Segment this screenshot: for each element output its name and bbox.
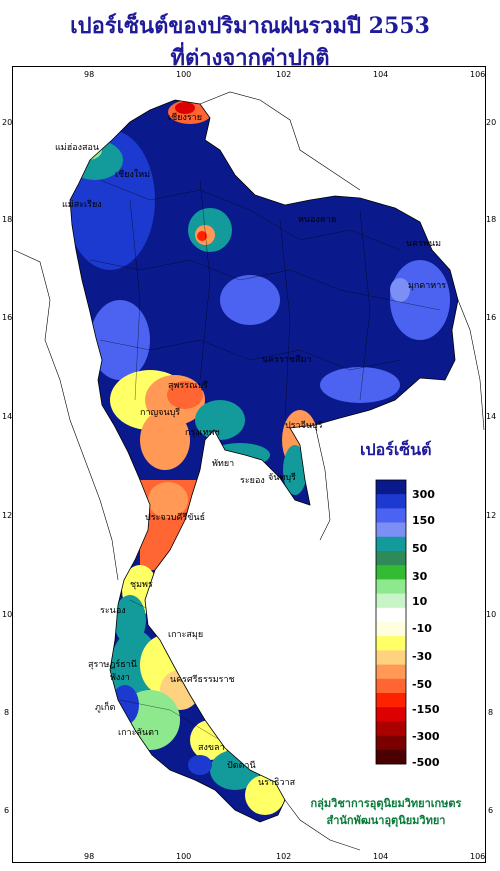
x-tick-bottom: 102 [276, 852, 292, 861]
x-tick-bottom: 106 [470, 852, 486, 861]
city-label: สุราษฎร์ธานี [88, 660, 137, 670]
y-tick-left: 6 [4, 806, 10, 815]
legend-swatch [376, 508, 406, 523]
legend-swatch [376, 664, 406, 680]
y-tick-left: 8 [4, 708, 10, 717]
city-label: ปราจีนบุรี [285, 421, 323, 431]
legend-swatch [376, 522, 406, 538]
city-label: ประจวบคีรีขันธ์ [145, 513, 206, 523]
y-tick-right: 12 [486, 511, 497, 520]
legend-swatch [376, 536, 406, 552]
y-tick-left: 12 [2, 511, 13, 520]
legend-label: -30 [412, 650, 432, 663]
x-tick-top: 100 [176, 70, 192, 79]
legend-swatch [376, 693, 406, 708]
city-label: ระยอง [240, 476, 265, 486]
legend-swatch [376, 650, 406, 665]
map-title-line1: เปอร์เซ็นต์ของปริมาณฝนรวมปี 2553 [70, 13, 430, 39]
city-label: นราธิวาส [258, 778, 296, 788]
city-label: กาญจนบุรี [140, 408, 181, 418]
city-label: เกาะสมุย [168, 630, 204, 640]
legend-swatch [376, 565, 406, 580]
city-label: กรุงเทพฯ [185, 428, 220, 438]
legend-swatch [376, 607, 406, 623]
city-label: หนองคาย [298, 215, 337, 225]
city-label: นครศรีธรรมราช [170, 675, 235, 685]
y-tick-left: 20 [2, 118, 13, 127]
legend-label: -10 [412, 622, 432, 635]
credit-line1: กลุ่มวิชาการอุตุนิยมวิทยาเกษตร [310, 797, 462, 810]
legend-swatch [376, 494, 406, 509]
x-tick-bottom: 100 [176, 852, 192, 861]
legend-swatch [376, 707, 406, 722]
y-tick-right: 6 [488, 806, 494, 815]
y-tick-right: 16 [486, 313, 497, 322]
legend-label: 300 [412, 488, 435, 501]
y-tick-right: 20 [486, 118, 497, 127]
y-tick-right: 10 [486, 610, 497, 619]
legend-label: 10 [412, 595, 428, 608]
city-label: เชียงราย [168, 113, 203, 123]
y-tick-right: 18 [486, 215, 497, 224]
city-label: ภูเก็ต [95, 703, 116, 713]
city-label: ระนอง [100, 606, 126, 616]
city-label: นครราชสีมา [262, 355, 312, 365]
border-lines [13, 91, 485, 851]
map-frame [12, 66, 486, 863]
legend-swatch [376, 593, 406, 609]
legend-swatch [376, 678, 406, 694]
legend-swatch [376, 551, 406, 566]
legend-swatch [376, 749, 406, 765]
legend-label: -50 [412, 678, 432, 691]
x-tick-top: 106 [470, 70, 486, 79]
city-label: พังงา [110, 673, 130, 683]
city-label: สงขลา [198, 743, 225, 753]
y-tick-left: 14 [2, 412, 13, 421]
city-label: เชียงใหม่ [115, 170, 151, 180]
city-label: ปัตตานี [227, 761, 256, 771]
legend-swatch [376, 622, 406, 637]
city-label: แม่สะเรียง [62, 200, 102, 210]
x-tick-bottom: 104 [373, 852, 389, 861]
legend-label: 150 [412, 514, 435, 527]
y-tick-right: 14 [486, 412, 497, 421]
legend-label: -500 [412, 756, 440, 769]
legend-swatch [376, 579, 406, 594]
x-tick-top: 98 [84, 70, 95, 79]
legend-label: -150 [412, 703, 440, 716]
x-tick-top: 102 [276, 70, 292, 79]
city-label: เกาะลันตา [118, 728, 159, 738]
x-tick-bottom: 98 [84, 852, 95, 861]
legend-swatch [376, 735, 406, 751]
legend-label: 50 [412, 542, 428, 555]
city-label: จันทบุรี [268, 473, 296, 483]
city-label: แม่ฮ่องสอน [55, 143, 100, 153]
city-label: นครพนม [406, 239, 442, 249]
city-label: สุพรรณบุรี [168, 381, 208, 391]
y-tick-left: 10 [2, 610, 13, 619]
y-tick-left: 16 [2, 313, 13, 322]
legend-swatch [376, 721, 406, 736]
city-label: ชุมพร [130, 580, 153, 590]
city-label: มุกดาหาร [408, 281, 447, 291]
x-tick-top: 104 [373, 70, 389, 79]
legend-swatch [376, 636, 406, 651]
credit-line2: สำนักพัฒนาอุตุนิยมวิทยา [326, 814, 446, 827]
legend-label: 30 [412, 570, 428, 583]
city-label: พัทยา [212, 459, 235, 469]
legend-title: เปอร์เซ็นต์ [360, 440, 432, 459]
legend-label: -300 [412, 730, 440, 743]
y-tick-left: 18 [2, 215, 13, 224]
legend-swatch [376, 480, 406, 495]
y-tick-right: 8 [488, 708, 494, 717]
